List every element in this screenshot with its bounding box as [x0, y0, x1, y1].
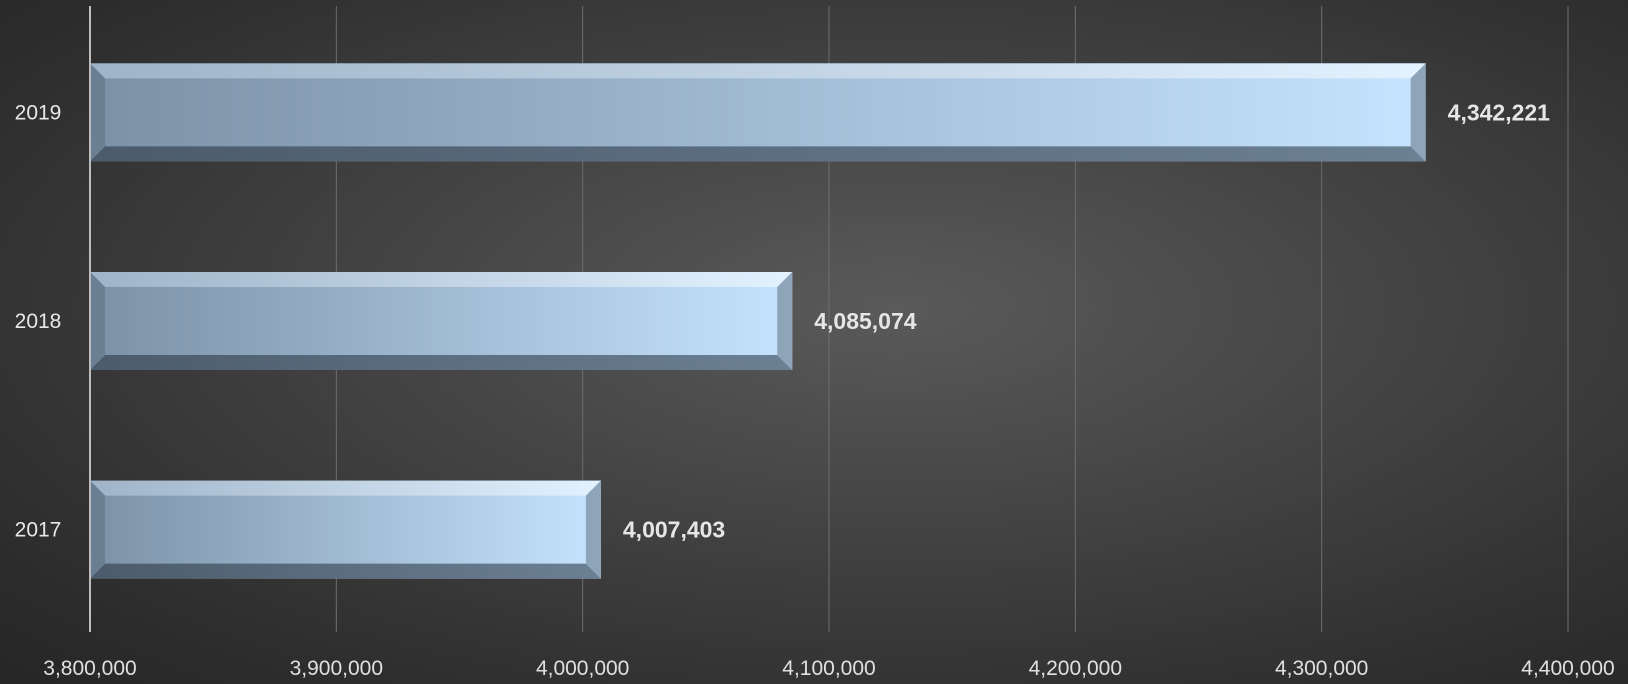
bar-2019 — [90, 63, 1426, 162]
data-label: 4,342,221 — [1448, 99, 1551, 125]
x-tick-label: 4,200,000 — [1029, 657, 1122, 680]
bar-bevel-right — [585, 480, 601, 579]
bar-bevel-top — [90, 480, 601, 496]
data-label: 4,007,403 — [623, 517, 725, 543]
bar-bevel-right — [777, 272, 793, 370]
bar-face — [90, 480, 601, 579]
bar-bevel-left — [90, 63, 105, 162]
bars — [90, 63, 1426, 579]
bar-bevel-left — [90, 480, 105, 579]
category-label: 2019 — [15, 101, 62, 124]
x-tick-label: 4,000,000 — [536, 657, 629, 680]
x-tick-label: 3,900,000 — [290, 657, 383, 680]
data-label: 4,085,074 — [814, 308, 917, 334]
x-tick-label: 4,300,000 — [1275, 657, 1368, 680]
bar-bevel-top — [90, 272, 793, 287]
bar-face — [90, 272, 793, 370]
bar-bevel-right — [1410, 63, 1426, 162]
bar-bevel-top — [90, 63, 1426, 79]
bar-bevel-bottom — [90, 146, 1426, 162]
bar-2018 — [90, 272, 793, 370]
x-tick-label: 3,800,000 — [43, 657, 136, 680]
labels: 3,800,000 3,900,000 4,000,000 4,100,000 4,20… — [15, 99, 1615, 680]
category-label: 2018 — [15, 310, 62, 333]
bar-2017 — [90, 480, 601, 579]
bar-bevel-bottom — [90, 355, 793, 370]
x-tick-label: 4,400,000 — [1521, 657, 1614, 680]
category-label: 2017 — [15, 519, 62, 542]
bar-face — [90, 63, 1426, 162]
bar-bevel-bottom — [90, 563, 601, 579]
x-tick-label: 4,100,000 — [782, 657, 875, 680]
bar-bevel-left — [90, 272, 105, 370]
